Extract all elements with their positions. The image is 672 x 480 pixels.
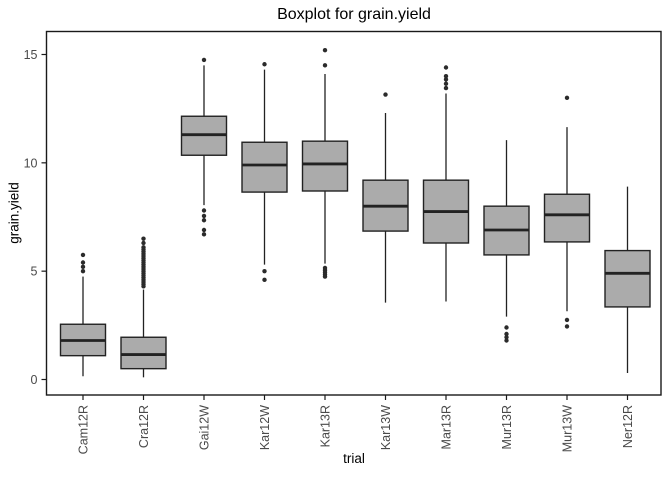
iqr-box xyxy=(241,141,288,193)
boxplot-Cra12R xyxy=(120,236,167,378)
outlier-dot xyxy=(201,57,207,63)
x-tick-label: Cra12R xyxy=(137,405,151,448)
outlier-dot xyxy=(262,277,267,283)
x-tick-label: Kar12W xyxy=(258,405,272,450)
y-tick-label: 0 xyxy=(31,373,38,387)
iqr-box xyxy=(604,249,651,308)
outlier-dot xyxy=(141,284,146,289)
outlier-dot xyxy=(443,85,449,91)
outlier-dot xyxy=(322,63,328,68)
boxplot-Mar13R xyxy=(422,65,470,302)
outlier-dot xyxy=(504,335,509,340)
outlier-dot xyxy=(504,325,509,330)
y-tick-label: 10 xyxy=(24,156,38,170)
boxplot-Cam12R xyxy=(59,252,107,377)
x-axis-title: trial xyxy=(343,451,365,466)
iqr-box xyxy=(543,193,591,243)
outlier-dot xyxy=(262,268,267,274)
boxplot-Mur13W xyxy=(543,95,591,329)
iqr-box xyxy=(301,140,349,192)
x-tick-label: Kar13R xyxy=(319,405,333,447)
outlier-dot xyxy=(80,268,86,274)
boxplot-Kar13R xyxy=(301,47,349,279)
outlier-dot xyxy=(80,260,86,265)
iqr-box xyxy=(120,336,167,370)
outlier-dot xyxy=(201,213,207,219)
outlier-dot xyxy=(504,338,509,343)
x-tick-label: Gai12W xyxy=(198,405,212,450)
outlier-dot xyxy=(80,264,86,270)
outlier-dot xyxy=(201,208,207,213)
boxplot-Mur13R xyxy=(483,140,530,343)
outlier-dot xyxy=(201,218,207,223)
outlier-dot xyxy=(564,95,570,101)
outlier-dot xyxy=(322,274,328,279)
boxplot-Gai12W xyxy=(180,57,228,237)
chart-title: Boxplot for grain.yield xyxy=(277,6,431,23)
outlier-dot xyxy=(564,317,570,323)
outlier-dot xyxy=(504,331,509,337)
y-tick-label: 5 xyxy=(31,265,38,279)
outlier-dot xyxy=(443,77,449,82)
x-tick-label: Kar13W xyxy=(379,405,393,450)
x-tick-label: Cam12R xyxy=(77,405,91,454)
outlier-dot xyxy=(564,324,570,329)
outlier-dot xyxy=(443,73,449,79)
x-tick-label: Ner12R xyxy=(621,405,635,448)
outlier-dot xyxy=(141,236,146,241)
outlier-dot xyxy=(262,62,267,67)
outlier-dot xyxy=(443,81,449,86)
y-tick-label: 15 xyxy=(24,48,38,62)
outlier-dot xyxy=(201,227,207,233)
outlier-dot xyxy=(443,65,449,70)
x-tick-label: Mar13R xyxy=(440,405,454,449)
y-axis-title: grain.yield xyxy=(6,182,22,244)
outlier-dot xyxy=(383,92,388,97)
boxplot-Ner12R xyxy=(604,186,651,373)
boxplot-Kar12W xyxy=(241,62,288,283)
boxplot-Kar13W xyxy=(362,92,409,303)
outlier-dot xyxy=(201,232,207,237)
outlier-dot xyxy=(80,252,86,258)
x-tick-label: Mur13R xyxy=(500,405,514,449)
x-tick-label: Mur13W xyxy=(561,405,575,452)
outlier-dot xyxy=(322,47,328,53)
outlier-dot xyxy=(141,240,146,246)
